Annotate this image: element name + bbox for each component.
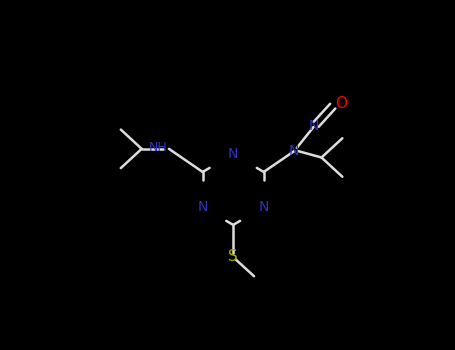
Text: N: N [228,147,238,161]
Text: N: N [258,200,269,214]
Text: O: O [335,96,347,111]
Text: S: S [228,250,238,265]
Text: N: N [308,119,318,133]
Text: N: N [197,200,208,214]
Text: N: N [289,144,299,158]
Text: NH: NH [149,141,167,154]
